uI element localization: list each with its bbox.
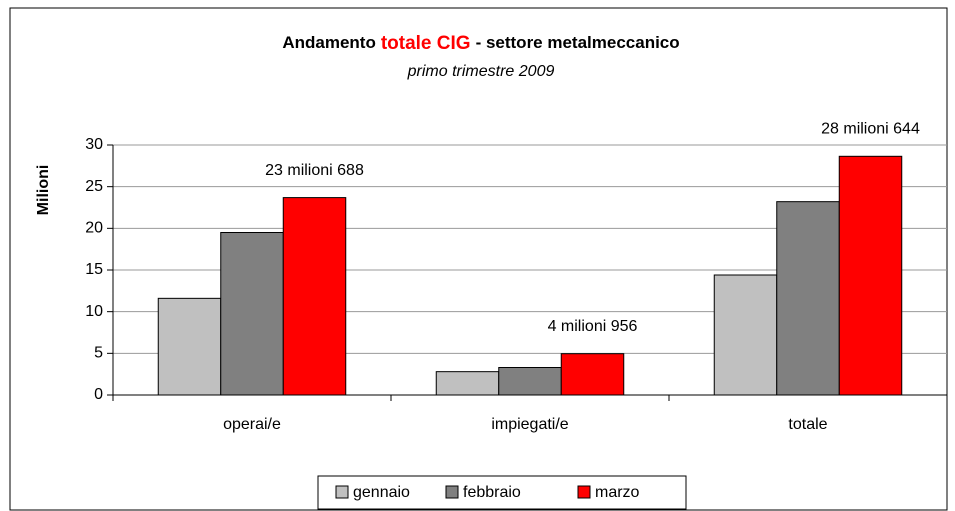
bar <box>157 297 222 396</box>
y-tick-label: 15 <box>85 261 103 278</box>
y-tick-label: 5 <box>94 345 103 362</box>
chart-subtitle: primo trimestre 2009 <box>407 63 555 80</box>
y-tick-label: 25 <box>85 178 103 195</box>
y-tick-label: 0 <box>94 386 103 403</box>
bar <box>560 353 625 396</box>
y-tick-label: 30 <box>85 136 103 153</box>
legend-box <box>317 475 687 510</box>
legend-swatch <box>577 485 591 499</box>
y-tick-label: 10 <box>85 303 103 320</box>
data-label: 28 milioni 644 <box>821 121 920 138</box>
x-tick-label: totale <box>788 416 827 433</box>
bar <box>220 232 284 396</box>
title-part: Andamento <box>282 33 376 52</box>
legend-swatch <box>335 485 349 499</box>
legend-label: gennaio <box>353 484 410 501</box>
bar <box>838 155 903 396</box>
legend-swatch <box>445 485 459 499</box>
y-tick-label: 20 <box>85 220 103 237</box>
chart-title: Andamento totale CIG - settore metalmeccan… <box>282 33 679 54</box>
data-label: 23 milioni 688 <box>265 162 364 179</box>
x-tick-label: impiegati/e <box>491 416 568 433</box>
title-part: totale CIG <box>381 33 471 54</box>
data-label: 4 milioni 956 <box>548 318 638 335</box>
y-axis-label: Milioni <box>35 165 52 216</box>
bar <box>776 201 840 396</box>
legend-label: febbraio <box>463 484 521 501</box>
title-part: - settore metalmeccanico <box>476 33 680 52</box>
legend-label: marzo <box>595 484 640 501</box>
bar <box>498 367 562 396</box>
bar <box>713 274 778 396</box>
bar <box>282 197 347 396</box>
bar <box>435 371 500 396</box>
x-tick-label: operai/e <box>223 416 281 433</box>
